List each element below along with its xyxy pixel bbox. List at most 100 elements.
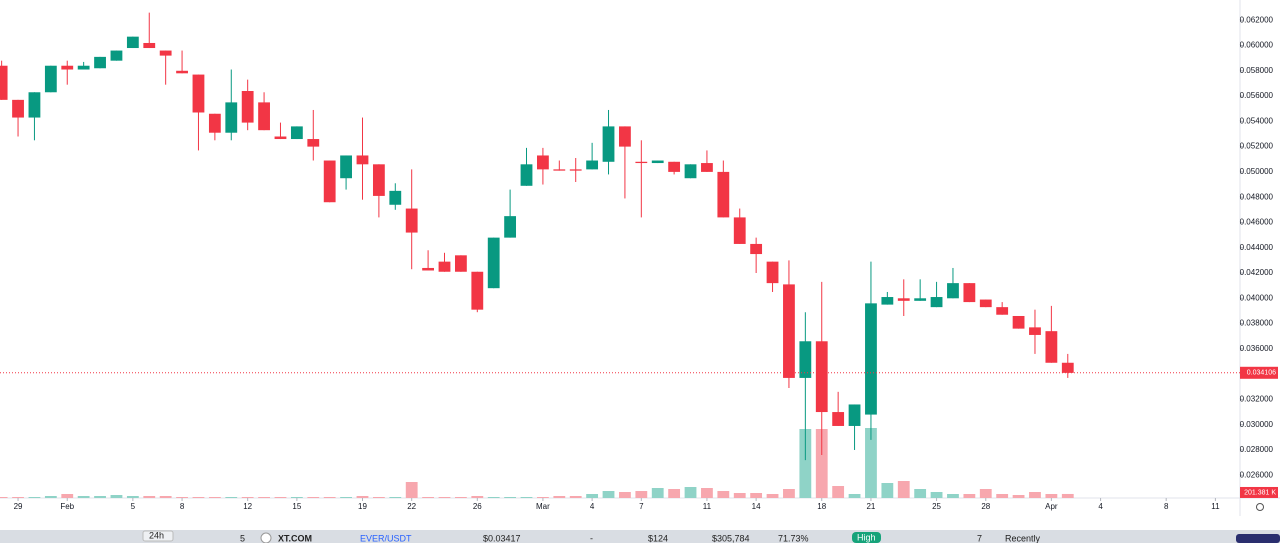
volume-bar [996,494,1009,498]
confidence-pill [852,532,881,543]
exchange-icon [260,532,272,544]
candle-body [553,169,566,171]
y-tick-label: 0.044000 [1240,243,1274,252]
volume-bar [28,497,41,498]
candle-body [126,36,139,49]
candle-body [487,237,500,289]
candle-body [77,65,90,70]
x-tick-label: Apr [1045,502,1058,511]
y-tick-label: 0.046000 [1240,218,1274,227]
x-tick-label: 14 [752,502,761,511]
spread: - [590,533,593,543]
y-tick-label: 0.030000 [1240,420,1274,429]
candle-body [897,298,910,301]
settings-icon[interactable] [1256,503,1264,511]
volume-bar [619,492,631,498]
volume-bar [143,496,156,498]
candle-body [438,261,451,272]
volume-bar [176,497,188,498]
volume-bar [766,494,779,498]
candle-body [504,216,517,238]
candle-body [815,341,828,413]
plot [0,12,1240,498]
x-tick-label: 5 [131,502,136,511]
volume-bar [0,497,8,498]
candle-body [405,208,418,233]
x-tick-label: 22 [407,502,416,511]
volume-bar [12,497,24,498]
x-tick-label: 8 [1164,502,1169,511]
candle-body [635,161,648,164]
volume-bar [274,497,287,498]
y-tick-label: 0.028000 [1240,445,1274,454]
volume-label: 201.381 K [1244,489,1276,496]
candle-body [569,169,582,171]
volume-bar [356,496,369,498]
volume-bar [225,497,238,498]
share: 71.73% [778,533,809,543]
y-tick-label: 0.052000 [1240,142,1274,151]
volume-bar [750,493,763,498]
candle-body [143,42,156,49]
candle-body [258,102,270,131]
candle-body [602,126,615,162]
y-tick-label: 0.026000 [1240,470,1274,479]
x-tick-label: 26 [473,502,482,511]
volume-bar [979,489,992,498]
confidence: High [857,532,876,542]
volume-bar [340,497,352,498]
candle-body [766,261,779,284]
y-tick-label: 0.058000 [1240,66,1274,75]
volume-bar [1012,495,1025,498]
volume-bar [159,496,172,498]
x-tick-label: 15 [292,502,301,511]
volume-bar [537,497,549,498]
volume-bar [94,496,106,498]
x-tick-label: 28 [981,502,990,511]
volume-bar [733,493,746,498]
volume-bar [307,497,320,498]
volume-bar [947,494,959,498]
exchange[interactable]: XT.COM [278,533,312,543]
volume-bar [1029,492,1041,498]
x-tick-label: 18 [817,502,826,511]
candle-body [422,267,434,271]
x-tick-label: 4 [1098,502,1103,511]
volume-bar [454,497,467,498]
volume-bar [1061,493,1074,498]
action-button[interactable] [1236,534,1280,543]
volume-bar [930,492,943,498]
footer-row: 24h 5 XT.COM EVER/USDT $0.03417 - $124 $… [0,530,1280,544]
candle-body [684,164,697,179]
pair[interactable]: EVER/USDT [360,533,412,543]
x-tick-label: Feb [60,502,74,511]
candle-body [176,70,188,74]
candle-body [274,136,287,140]
y-tick-label: 0.050000 [1240,167,1274,176]
candle-body [28,92,41,118]
candle-body [799,341,812,378]
volume-bar [438,497,451,498]
x-tick-label: 29 [14,502,23,511]
candle-body [61,65,74,70]
period-select[interactable] [142,530,174,542]
volume-bar [44,496,57,498]
candle-body [1012,315,1025,329]
volume-bar [290,497,303,498]
candle-body [12,99,24,118]
candle-body [241,91,254,123]
candle-body [947,283,959,299]
candle-body [586,160,599,170]
volume-bar [881,483,894,498]
candle-body [340,155,352,179]
candle-body [389,190,402,205]
x-tick-label: 8 [180,502,185,511]
volume-badge [1240,486,1278,498]
candle-body [783,284,795,378]
y-tick-label: 0.042000 [1240,268,1274,277]
volume-bar [914,489,927,498]
x-tick-label: Mar [536,502,550,511]
x-tick-label: 4 [590,502,595,511]
volume-bar [635,491,648,498]
